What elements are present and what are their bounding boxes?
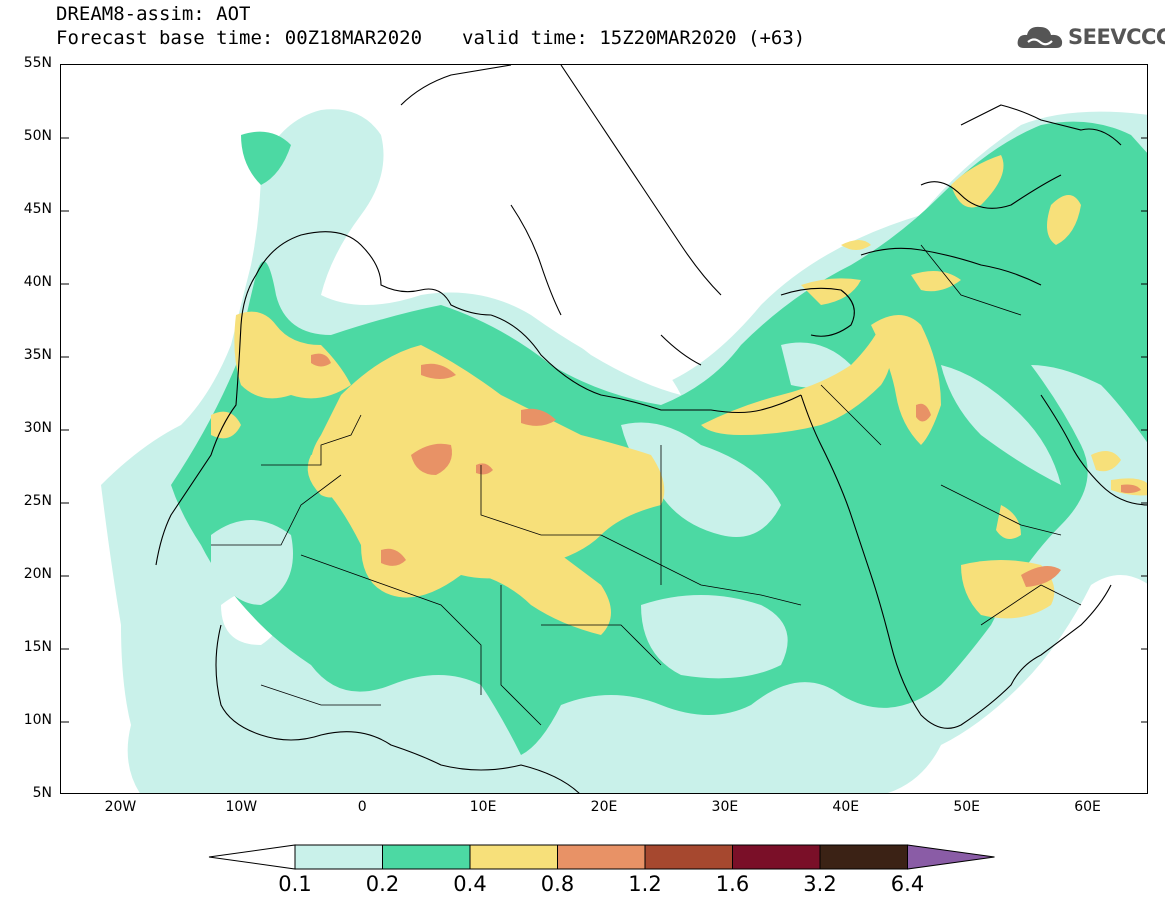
logo-text: SEEVCCC [1068, 25, 1165, 49]
seevccc-logo: SEEVCCC [1016, 22, 1165, 52]
lon-label: 50E [953, 799, 980, 815]
colorbar-level-label: 0.1 [278, 872, 312, 896]
colorbar [208, 844, 995, 870]
coastlines [155, 65, 1147, 793]
colorbar-level-label: 1.6 [715, 872, 750, 896]
colorbar-high-triangle [907, 844, 995, 870]
colorbar-segment [644, 844, 733, 870]
lon-label: 10E [469, 799, 497, 815]
lon-label: 40E [832, 799, 860, 815]
colorbar-level-label: 3.2 [803, 872, 837, 896]
colorbar-segment [469, 844, 558, 870]
lat-label: 50N [23, 128, 52, 144]
lat-label: 15N [23, 639, 52, 655]
colorbar-segment [294, 844, 383, 870]
aot-map [60, 64, 1148, 794]
colorbar-low-triangle [208, 844, 296, 870]
lon-label: 20W [104, 799, 137, 815]
colorbar-level-label: 0.8 [540, 872, 575, 896]
cloud-icon [1017, 26, 1063, 48]
colorbar-level-label: 1.2 [628, 872, 662, 896]
lon-label: 10W [225, 799, 258, 815]
base-time-text: Forecast base time: 00Z18MAR2020 [56, 27, 423, 49]
lat-label: 10N [23, 712, 52, 728]
colorbar-level-label: 0.4 [453, 872, 487, 896]
lon-label: 0 [357, 799, 367, 815]
colorbar-level-label: 6.4 [890, 872, 925, 896]
aot-map-canvas [61, 65, 1147, 793]
graticule-ticks [61, 137, 1147, 723]
forecast-time-line: Forecast base time: 00Z18MAR2020 valid ti… [56, 28, 805, 49]
lat-label: 55N [23, 55, 52, 71]
colorbar-segment [557, 844, 646, 870]
lat-label: 45N [23, 201, 52, 217]
lat-label: 5N [32, 785, 52, 801]
lon-label: 20E [590, 799, 618, 815]
lat-label: 40N [23, 274, 52, 290]
colorbar-level-label: 0.2 [365, 872, 400, 896]
lat-label: 25N [23, 493, 52, 509]
valid-time-text: valid time: 15Z20MAR2020 (+63) [462, 27, 806, 49]
country-borders [211, 244, 1082, 726]
lat-label: 35N [23, 347, 52, 363]
lat-label: 20N [23, 566, 52, 582]
lat-label: 30N [23, 420, 52, 436]
colorbar-segment [382, 844, 471, 870]
colorbar-segment [732, 844, 821, 870]
map-title: DREAM8-assim: AOT [56, 3, 251, 25]
aot-band-0-8 [311, 353, 1141, 587]
lon-label: 60E [1074, 799, 1101, 815]
colorbar-segment [819, 844, 908, 870]
lon-label: 30E [711, 799, 739, 815]
